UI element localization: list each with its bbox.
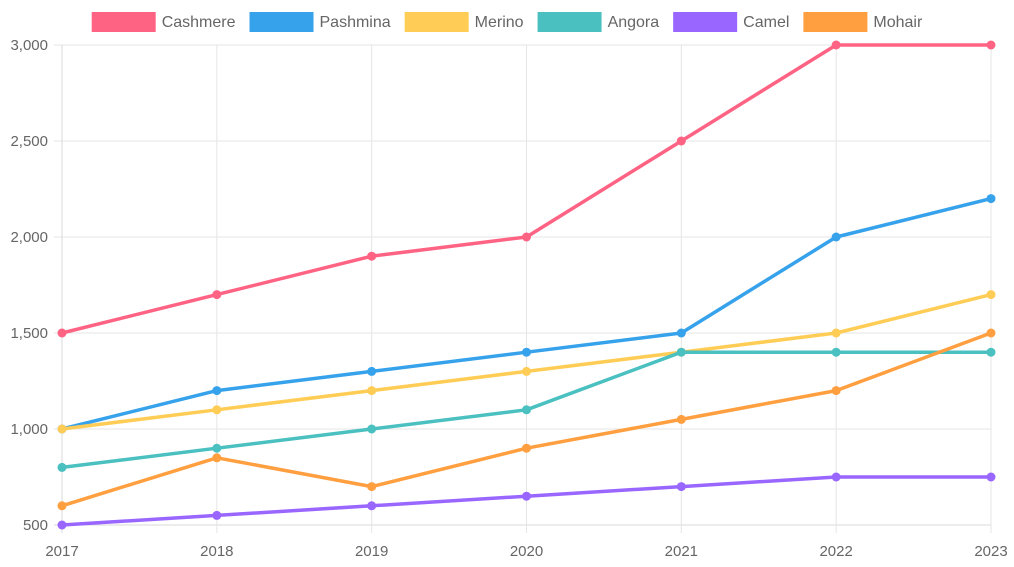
legend-item-angora[interactable]: Angora <box>537 12 660 32</box>
series-camel <box>57 472 996 530</box>
data-point[interactable] <box>212 443 222 453</box>
x-tick-label: 2021 <box>665 543 698 560</box>
data-point[interactable] <box>212 290 222 300</box>
x-tick-label: 2018 <box>200 543 233 560</box>
x-tick-label: 2023 <box>974 543 1007 560</box>
data-point[interactable] <box>831 328 841 338</box>
legend-swatch <box>803 12 868 32</box>
data-point[interactable] <box>986 194 996 204</box>
y-tick-label: 2,000 <box>10 229 48 246</box>
legend-label: Mohair <box>873 14 923 31</box>
legend: Cashmere Pashmina Merino Angora Camel Mohair <box>91 12 923 32</box>
data-point[interactable] <box>367 386 377 396</box>
data-point[interactable] <box>522 366 531 376</box>
series-lines <box>57 40 996 530</box>
grid-lines <box>54 44 992 533</box>
data-point[interactable] <box>522 491 531 501</box>
data-point[interactable] <box>986 347 996 357</box>
axes: 500 1,000 1,500 2,000 2,500 3,000 2017 2018 2019… <box>10 37 1007 560</box>
legend-item-cashmere[interactable]: Cashmere <box>91 12 236 32</box>
data-point[interactable] <box>57 328 67 338</box>
legend-item-pashmina[interactable]: Pashmina <box>249 12 391 32</box>
legend-item-mohair[interactable]: Mohair <box>803 12 923 32</box>
legend-label: Cashmere <box>162 14 236 31</box>
legend-item-merino[interactable]: Merino <box>404 12 524 32</box>
data-point[interactable] <box>986 40 996 50</box>
y-tick-label: 1,000 <box>10 421 48 438</box>
legend-swatch <box>537 12 602 32</box>
legend-label: Merino <box>475 14 524 31</box>
legend-item-camel[interactable]: Camel <box>673 12 789 32</box>
data-point[interactable] <box>367 482 377 492</box>
series-cashmere <box>57 40 996 338</box>
data-point[interactable] <box>522 232 531 242</box>
data-point[interactable] <box>367 366 377 376</box>
data-point[interactable] <box>676 347 686 357</box>
data-point[interactable] <box>522 443 531 453</box>
data-point[interactable] <box>367 251 377 261</box>
series-pashmina <box>57 194 996 434</box>
legend-label: Angora <box>608 14 660 31</box>
x-tick-label: 2019 <box>355 543 388 560</box>
data-point[interactable] <box>522 405 531 415</box>
data-point[interactable] <box>831 232 841 242</box>
y-tick-label: 1,500 <box>10 325 48 342</box>
data-point[interactable] <box>676 482 686 492</box>
y-tick-label: 500 <box>23 517 48 534</box>
data-point[interactable] <box>212 453 222 463</box>
data-point[interactable] <box>57 520 67 530</box>
data-point[interactable] <box>831 40 841 50</box>
x-tick-label: 2022 <box>819 543 852 560</box>
data-point[interactable] <box>57 424 67 434</box>
y-tick-label: 3,000 <box>10 37 48 54</box>
legend-swatch <box>404 12 469 32</box>
legend-swatch <box>673 12 738 32</box>
data-point[interactable] <box>831 472 841 482</box>
data-point[interactable] <box>212 405 222 415</box>
data-point[interactable] <box>676 328 686 338</box>
data-point[interactable] <box>212 386 222 396</box>
data-point[interactable] <box>986 328 996 338</box>
data-point[interactable] <box>676 414 686 424</box>
data-point[interactable] <box>831 347 841 357</box>
data-point[interactable] <box>212 510 222 520</box>
x-tick-label: 2020 <box>510 543 543 560</box>
data-point[interactable] <box>676 136 686 146</box>
data-point[interactable] <box>367 424 377 434</box>
series-mohair <box>57 328 996 511</box>
data-point[interactable] <box>522 347 531 357</box>
legend-label: Camel <box>743 14 789 31</box>
data-point[interactable] <box>986 290 996 300</box>
legend-swatch <box>249 12 314 32</box>
series-angora <box>57 347 996 472</box>
data-point[interactable] <box>57 462 67 472</box>
data-point[interactable] <box>57 501 67 511</box>
data-point[interactable] <box>831 386 841 396</box>
legend-swatch <box>91 12 156 32</box>
legend-label: Pashmina <box>320 14 391 31</box>
y-tick-label: 2,500 <box>10 133 48 150</box>
x-tick-label: 2017 <box>45 543 78 560</box>
data-point[interactable] <box>986 472 996 482</box>
data-point[interactable] <box>367 501 377 511</box>
